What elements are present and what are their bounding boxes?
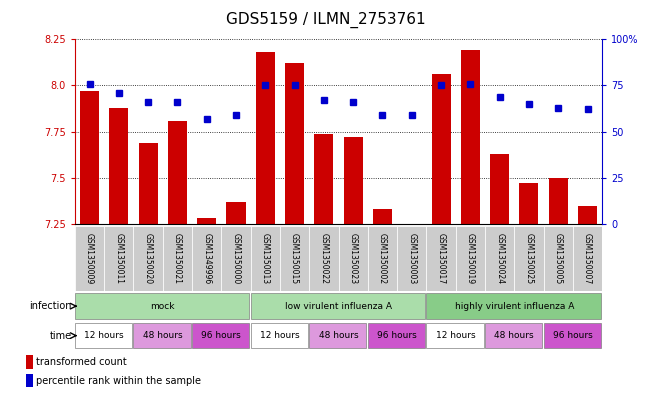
Text: GSM1350000: GSM1350000 bbox=[232, 233, 240, 284]
Bar bbox=[544, 323, 601, 348]
Bar bbox=[314, 134, 333, 224]
Bar bbox=[227, 202, 245, 224]
Text: GSM1350005: GSM1350005 bbox=[554, 233, 562, 284]
Text: GSM1350020: GSM1350020 bbox=[144, 233, 152, 284]
Text: GSM1350013: GSM1350013 bbox=[261, 233, 270, 284]
Bar bbox=[432, 74, 450, 224]
Bar bbox=[544, 226, 573, 291]
Bar bbox=[578, 206, 597, 224]
Text: GSM1350015: GSM1350015 bbox=[290, 233, 299, 284]
Text: GSM1350019: GSM1350019 bbox=[466, 233, 475, 284]
Bar bbox=[309, 226, 339, 291]
Bar bbox=[397, 226, 426, 291]
Bar bbox=[490, 154, 509, 224]
Bar bbox=[461, 50, 480, 224]
Text: 96 hours: 96 hours bbox=[377, 331, 417, 340]
Text: GSM1350017: GSM1350017 bbox=[437, 233, 445, 284]
Bar bbox=[256, 52, 275, 224]
Bar bbox=[25, 374, 33, 387]
Text: GDS5159 / ILMN_2753761: GDS5159 / ILMN_2753761 bbox=[226, 12, 425, 28]
Text: low virulent influenza A: low virulent influenza A bbox=[285, 302, 392, 310]
Bar bbox=[285, 63, 304, 224]
Text: 48 hours: 48 hours bbox=[495, 331, 534, 340]
Text: GSM1350025: GSM1350025 bbox=[525, 233, 533, 284]
Bar bbox=[339, 226, 368, 291]
Bar bbox=[368, 226, 397, 291]
Bar bbox=[192, 226, 221, 291]
Text: mock: mock bbox=[150, 302, 175, 310]
Text: transformed count: transformed count bbox=[36, 357, 127, 367]
Text: highly virulent influenza A: highly virulent influenza A bbox=[454, 302, 574, 310]
Bar bbox=[514, 226, 544, 291]
Bar bbox=[309, 323, 367, 348]
Bar bbox=[197, 219, 216, 224]
Bar bbox=[251, 323, 308, 348]
Text: GSM1350007: GSM1350007 bbox=[583, 233, 592, 284]
Bar bbox=[368, 323, 425, 348]
Bar bbox=[163, 226, 192, 291]
Bar bbox=[426, 294, 601, 319]
Text: GSM1350009: GSM1350009 bbox=[85, 233, 94, 284]
Bar bbox=[133, 323, 191, 348]
Bar bbox=[25, 355, 33, 369]
Bar bbox=[75, 226, 104, 291]
Bar bbox=[75, 294, 249, 319]
Bar bbox=[344, 137, 363, 224]
Bar bbox=[192, 323, 249, 348]
Text: percentile rank within the sample: percentile rank within the sample bbox=[36, 376, 201, 386]
Bar bbox=[221, 226, 251, 291]
Bar bbox=[251, 226, 280, 291]
Text: 12 hours: 12 hours bbox=[436, 331, 475, 340]
Text: GSM1350002: GSM1350002 bbox=[378, 233, 387, 284]
Text: GSM1350023: GSM1350023 bbox=[349, 233, 357, 284]
Text: GSM1350003: GSM1350003 bbox=[408, 233, 416, 284]
Bar bbox=[168, 121, 187, 224]
Bar bbox=[139, 143, 158, 224]
Bar bbox=[485, 226, 514, 291]
Bar bbox=[373, 209, 392, 224]
Bar bbox=[251, 294, 425, 319]
Text: time: time bbox=[49, 331, 72, 341]
Bar bbox=[573, 226, 602, 291]
Bar bbox=[109, 108, 128, 224]
Bar bbox=[280, 226, 309, 291]
Text: 48 hours: 48 hours bbox=[143, 331, 182, 340]
Bar bbox=[104, 226, 133, 291]
Text: 12 hours: 12 hours bbox=[85, 331, 124, 340]
Bar bbox=[80, 91, 99, 224]
Bar bbox=[549, 178, 568, 224]
Bar bbox=[485, 323, 542, 348]
Bar bbox=[426, 323, 484, 348]
Bar bbox=[133, 226, 163, 291]
Text: 48 hours: 48 hours bbox=[319, 331, 358, 340]
Bar bbox=[426, 226, 456, 291]
Text: 12 hours: 12 hours bbox=[260, 331, 299, 340]
Bar bbox=[75, 323, 132, 348]
Text: GSM1350024: GSM1350024 bbox=[495, 233, 504, 284]
Bar bbox=[519, 184, 538, 224]
Text: GSM1350022: GSM1350022 bbox=[320, 233, 328, 284]
Text: infection: infection bbox=[29, 301, 72, 311]
Text: 96 hours: 96 hours bbox=[201, 331, 242, 340]
Text: GSM1350021: GSM1350021 bbox=[173, 233, 182, 284]
Text: 96 hours: 96 hours bbox=[553, 331, 593, 340]
Text: GSM1350011: GSM1350011 bbox=[115, 233, 123, 284]
Bar bbox=[456, 226, 485, 291]
Text: GSM1349996: GSM1349996 bbox=[202, 233, 211, 284]
